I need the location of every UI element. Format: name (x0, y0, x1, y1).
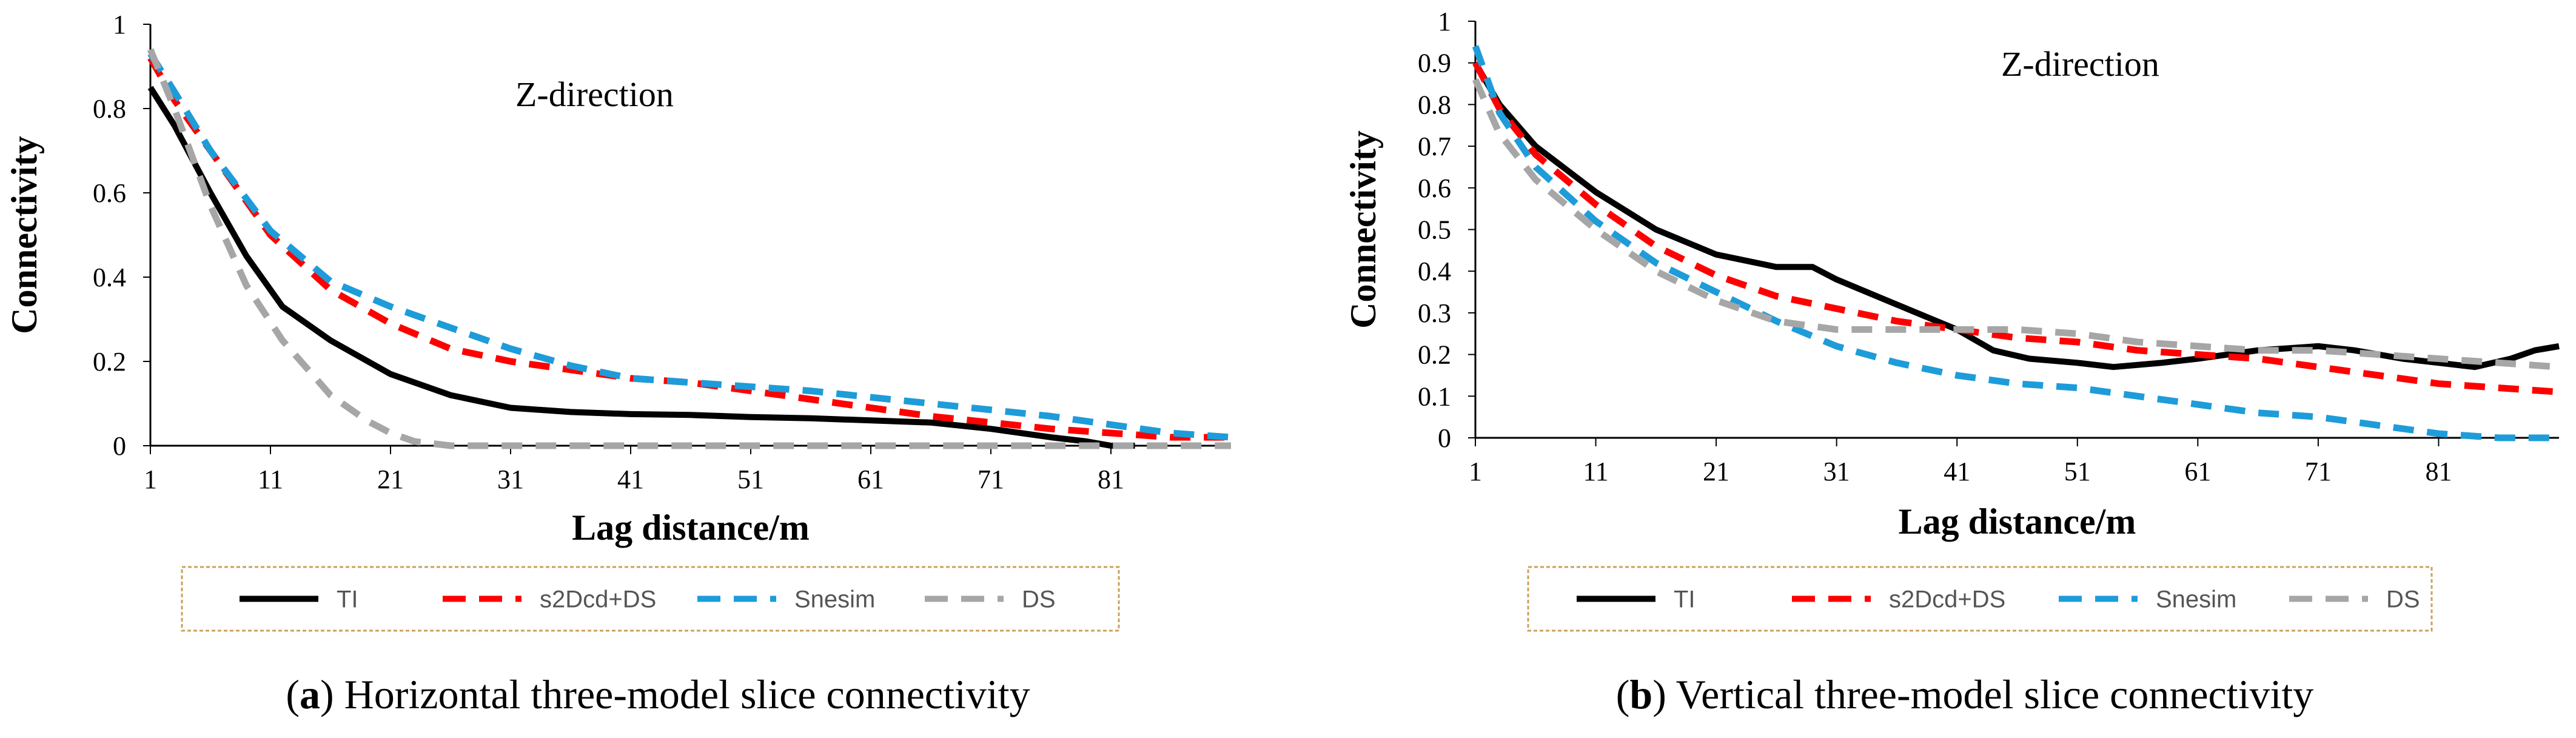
legend-label: Snesim (2156, 586, 2236, 613)
panel-caption: (b) Vertical three-model slice connectiv… (1616, 671, 2314, 717)
caption-paren-close: ) (320, 671, 344, 717)
y-tick-label: 0.2 (1418, 340, 1451, 370)
legend-label: TI (337, 586, 358, 613)
x-tick-label: 21 (377, 465, 404, 494)
series-line-snesim (1472, 45, 2559, 441)
y-tick-label: 0 (113, 431, 126, 461)
x-axis-title: Lag distance/m (572, 508, 810, 548)
caption-paren-close: ) (1652, 671, 1675, 717)
chart-annotation: Z-direction (515, 75, 674, 114)
x-tick-label: 41 (1944, 457, 1970, 486)
legend-label: DS (1022, 586, 1056, 613)
legend-label: s2Dcd+DS (540, 586, 656, 613)
x-tick-label: 51 (737, 465, 764, 494)
caption-letter: b (1629, 671, 1652, 717)
series-line-snesim (147, 52, 1232, 441)
y-axis-title: Connectivity (4, 136, 44, 334)
y-tick-label: 0.7 (1418, 132, 1451, 161)
y-tick-label: 0.8 (1418, 90, 1451, 119)
series-line-s2dcd-ds (1472, 61, 2560, 395)
legend: TI s2Dcd+DS Snesim DS (1527, 566, 2433, 632)
y-tick-label: 0.9 (1418, 49, 1451, 78)
x-tick-label: 11 (258, 465, 283, 494)
y-tick-label: 0.4 (93, 263, 126, 292)
legend-label: Snesim (794, 586, 875, 613)
x-axis-title: Lag distance/m (1899, 502, 2136, 542)
y-tick-label: 0.1 (1418, 381, 1451, 411)
caption-letter: a (300, 671, 320, 717)
caption-paren-open: ( (286, 671, 300, 717)
x-tick-label: 51 (2064, 457, 2091, 486)
x-tick-label: 61 (857, 465, 884, 494)
y-tick-label: 0.6 (93, 178, 126, 208)
caption-text: Horizontal three-model slice connectivit… (344, 671, 1030, 717)
series-line-ds (147, 48, 1231, 449)
y-tick-label: 0.2 (93, 347, 126, 377)
y-axis-title: Connectivity (1343, 130, 1383, 329)
series-line-ti (1472, 61, 2560, 371)
y-tick-label: 1 (1438, 7, 1451, 36)
x-tick-label: 71 (978, 465, 1004, 494)
series-line-ti (147, 86, 1135, 449)
caption-paren-open: ( (1616, 671, 1630, 717)
x-tick-label: 81 (1098, 465, 1124, 494)
series-line-s2dcd-ds (147, 56, 1231, 441)
y-tick-label: 0.3 (1418, 298, 1451, 328)
legend-label: DS (2386, 586, 2420, 613)
x-tick-label: 31 (1823, 457, 1850, 486)
legend-box (1527, 566, 2433, 632)
x-tick-label: 71 (2305, 457, 2332, 486)
x-tick-label: 61 (2184, 457, 2211, 486)
y-tick-label: 0.8 (93, 94, 126, 124)
caption-text: Vertical three-model slice connectivity (1676, 671, 2314, 717)
series-line-ds (1472, 78, 2560, 371)
legend: TI s2Dcd+DS Snesim DS (181, 566, 1120, 632)
chart-annotation: Z-direction (2001, 44, 2159, 84)
x-tick-label: 21 (1703, 457, 1729, 486)
x-tick-label: 41 (617, 465, 644, 494)
legend-label: s2Dcd+DS (1889, 586, 2005, 613)
y-tick-label: 0.5 (1418, 215, 1451, 245)
y-tick-label: 0.6 (1418, 173, 1451, 203)
x-tick-label: 11 (1583, 457, 1608, 486)
panel-caption: (a) Horizontal three-model slice connect… (286, 671, 1030, 717)
x-tick-label: 1 (144, 465, 157, 494)
x-tick-label: 81 (2425, 457, 2452, 486)
x-tick-label: 31 (497, 465, 524, 494)
legend-label: TI (1674, 586, 1696, 613)
x-tick-label: 1 (1469, 457, 1482, 486)
y-tick-label: 1 (113, 10, 126, 39)
chart-panel-b: 00.10.20.30.40.50.60.70.80.911 11 21 31 41 51… (1343, 7, 2560, 717)
y-tick-label: 0 (1438, 423, 1451, 453)
y-tick-label: 0.4 (1418, 257, 1451, 286)
